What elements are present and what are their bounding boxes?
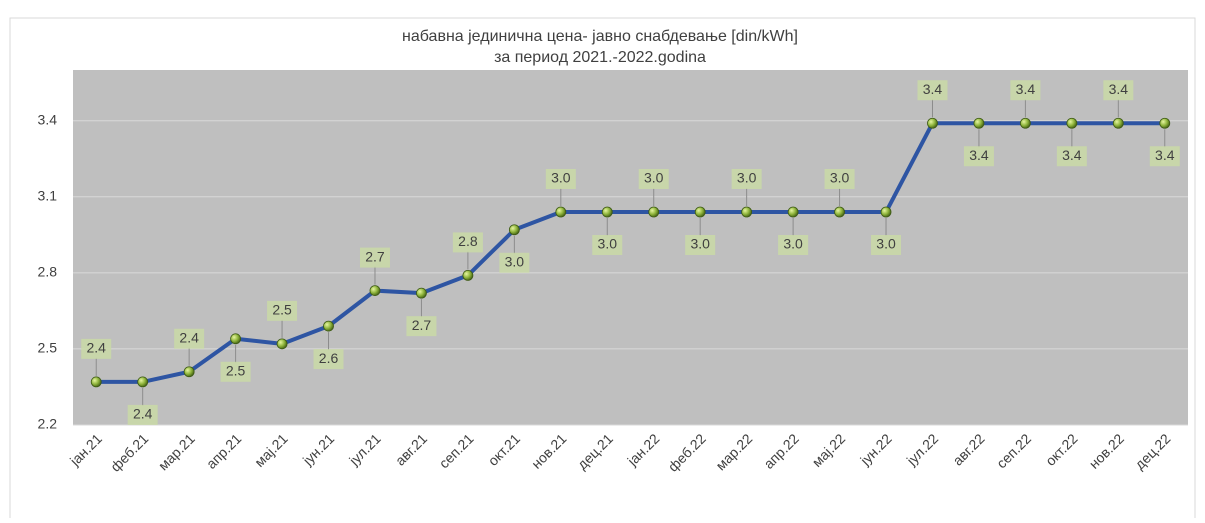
data-label-box [778, 235, 809, 255]
data-label-box [1149, 146, 1180, 167]
y-tick-label: 3.4 [38, 111, 58, 127]
marker [973, 117, 985, 129]
marker [648, 206, 660, 218]
marker [1159, 117, 1171, 129]
data-label: 3.0 [505, 253, 525, 269]
marker [508, 224, 520, 236]
marker [183, 366, 195, 378]
marker [880, 206, 892, 218]
data-label: 3.4 [969, 147, 989, 163]
marker [369, 285, 381, 297]
y-tick-label: 3.1 [38, 187, 58, 203]
data-label-box [220, 361, 251, 382]
data-label: 2.4 [86, 340, 106, 356]
y-tick-label: 2.5 [38, 340, 58, 356]
data-label: 3.0 [644, 170, 664, 186]
data-label: 3.4 [1016, 81, 1036, 97]
data-label: 2.7 [412, 317, 432, 333]
data-label: 3.4 [1062, 147, 1082, 163]
marker [927, 117, 938, 129]
data-label-box [871, 235, 902, 255]
marker [276, 338, 288, 350]
data-label: 3.0 [598, 236, 618, 252]
marker [416, 287, 427, 299]
data-label-box [592, 235, 623, 255]
data-label-box [81, 338, 112, 359]
plot-area [73, 70, 1188, 425]
data-label-box [638, 169, 669, 189]
data-label-box [917, 80, 948, 101]
data-label-box [685, 235, 716, 255]
marker [462, 269, 474, 281]
data-label-box [545, 169, 576, 189]
data-label: 2.5 [272, 302, 292, 318]
marker [90, 376, 102, 388]
data-label: 2.4 [179, 329, 199, 345]
marker [601, 206, 613, 218]
data-label: 3.0 [551, 170, 571, 186]
data-label: 3.0 [876, 236, 896, 252]
data-label-box [127, 404, 158, 425]
data-label-box [1103, 80, 1134, 101]
data-label: 3.0 [783, 236, 803, 252]
data-label: 3.4 [1155, 147, 1175, 163]
data-label-box [963, 146, 994, 167]
data-label-box [1056, 146, 1087, 167]
data-label: 3.0 [690, 236, 710, 252]
y-tick-label: 2.8 [38, 264, 58, 280]
data-label-box [499, 252, 530, 273]
data-label-box [174, 328, 205, 349]
data-label: 2.5 [226, 362, 246, 378]
marker [1019, 117, 1031, 129]
marker [323, 320, 334, 332]
data-label-box [267, 300, 298, 321]
marker [787, 206, 799, 218]
marker [1066, 117, 1078, 129]
marker [694, 206, 706, 218]
series-line [96, 121, 1165, 384]
marker [555, 206, 567, 218]
data-label-box [452, 232, 483, 253]
chart-title: набавна јединична цена- јавно снабдевање… [402, 28, 798, 45]
y-tick-label: 2.2 [38, 416, 58, 432]
marker [741, 206, 753, 218]
data-label: 2.4 [133, 406, 153, 422]
data-label-box [359, 247, 390, 268]
data-label-box [1010, 80, 1041, 101]
data-label: 3.4 [1109, 81, 1129, 97]
marker [137, 376, 149, 388]
data-label-box [406, 316, 437, 337]
data-label: 3.0 [830, 170, 850, 186]
data-label: 2.8 [458, 233, 478, 249]
data-label-box [824, 169, 855, 189]
marker [230, 333, 242, 345]
data-label: 2.7 [365, 248, 385, 264]
data-label: 3.4 [923, 81, 943, 97]
marker [834, 206, 845, 218]
data-label: 3.0 [737, 170, 757, 186]
marker [1112, 117, 1124, 129]
data-label-box [731, 169, 762, 189]
chart-subtitle: за период 2021.-2022.godina [494, 49, 706, 66]
data-label-box [313, 349, 344, 370]
data-label: 2.6 [319, 350, 339, 366]
